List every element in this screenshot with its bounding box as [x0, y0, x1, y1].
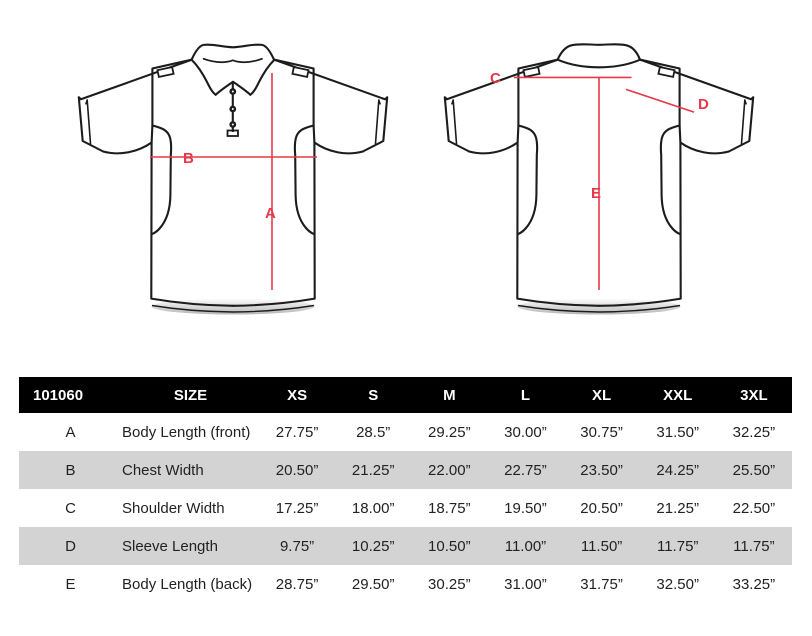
- svg-text:E: E: [591, 185, 601, 202]
- svg-text:B: B: [183, 150, 194, 167]
- svg-text:C: C: [490, 70, 501, 87]
- svg-text:A: A: [265, 205, 276, 222]
- svg-text:D: D: [698, 96, 709, 113]
